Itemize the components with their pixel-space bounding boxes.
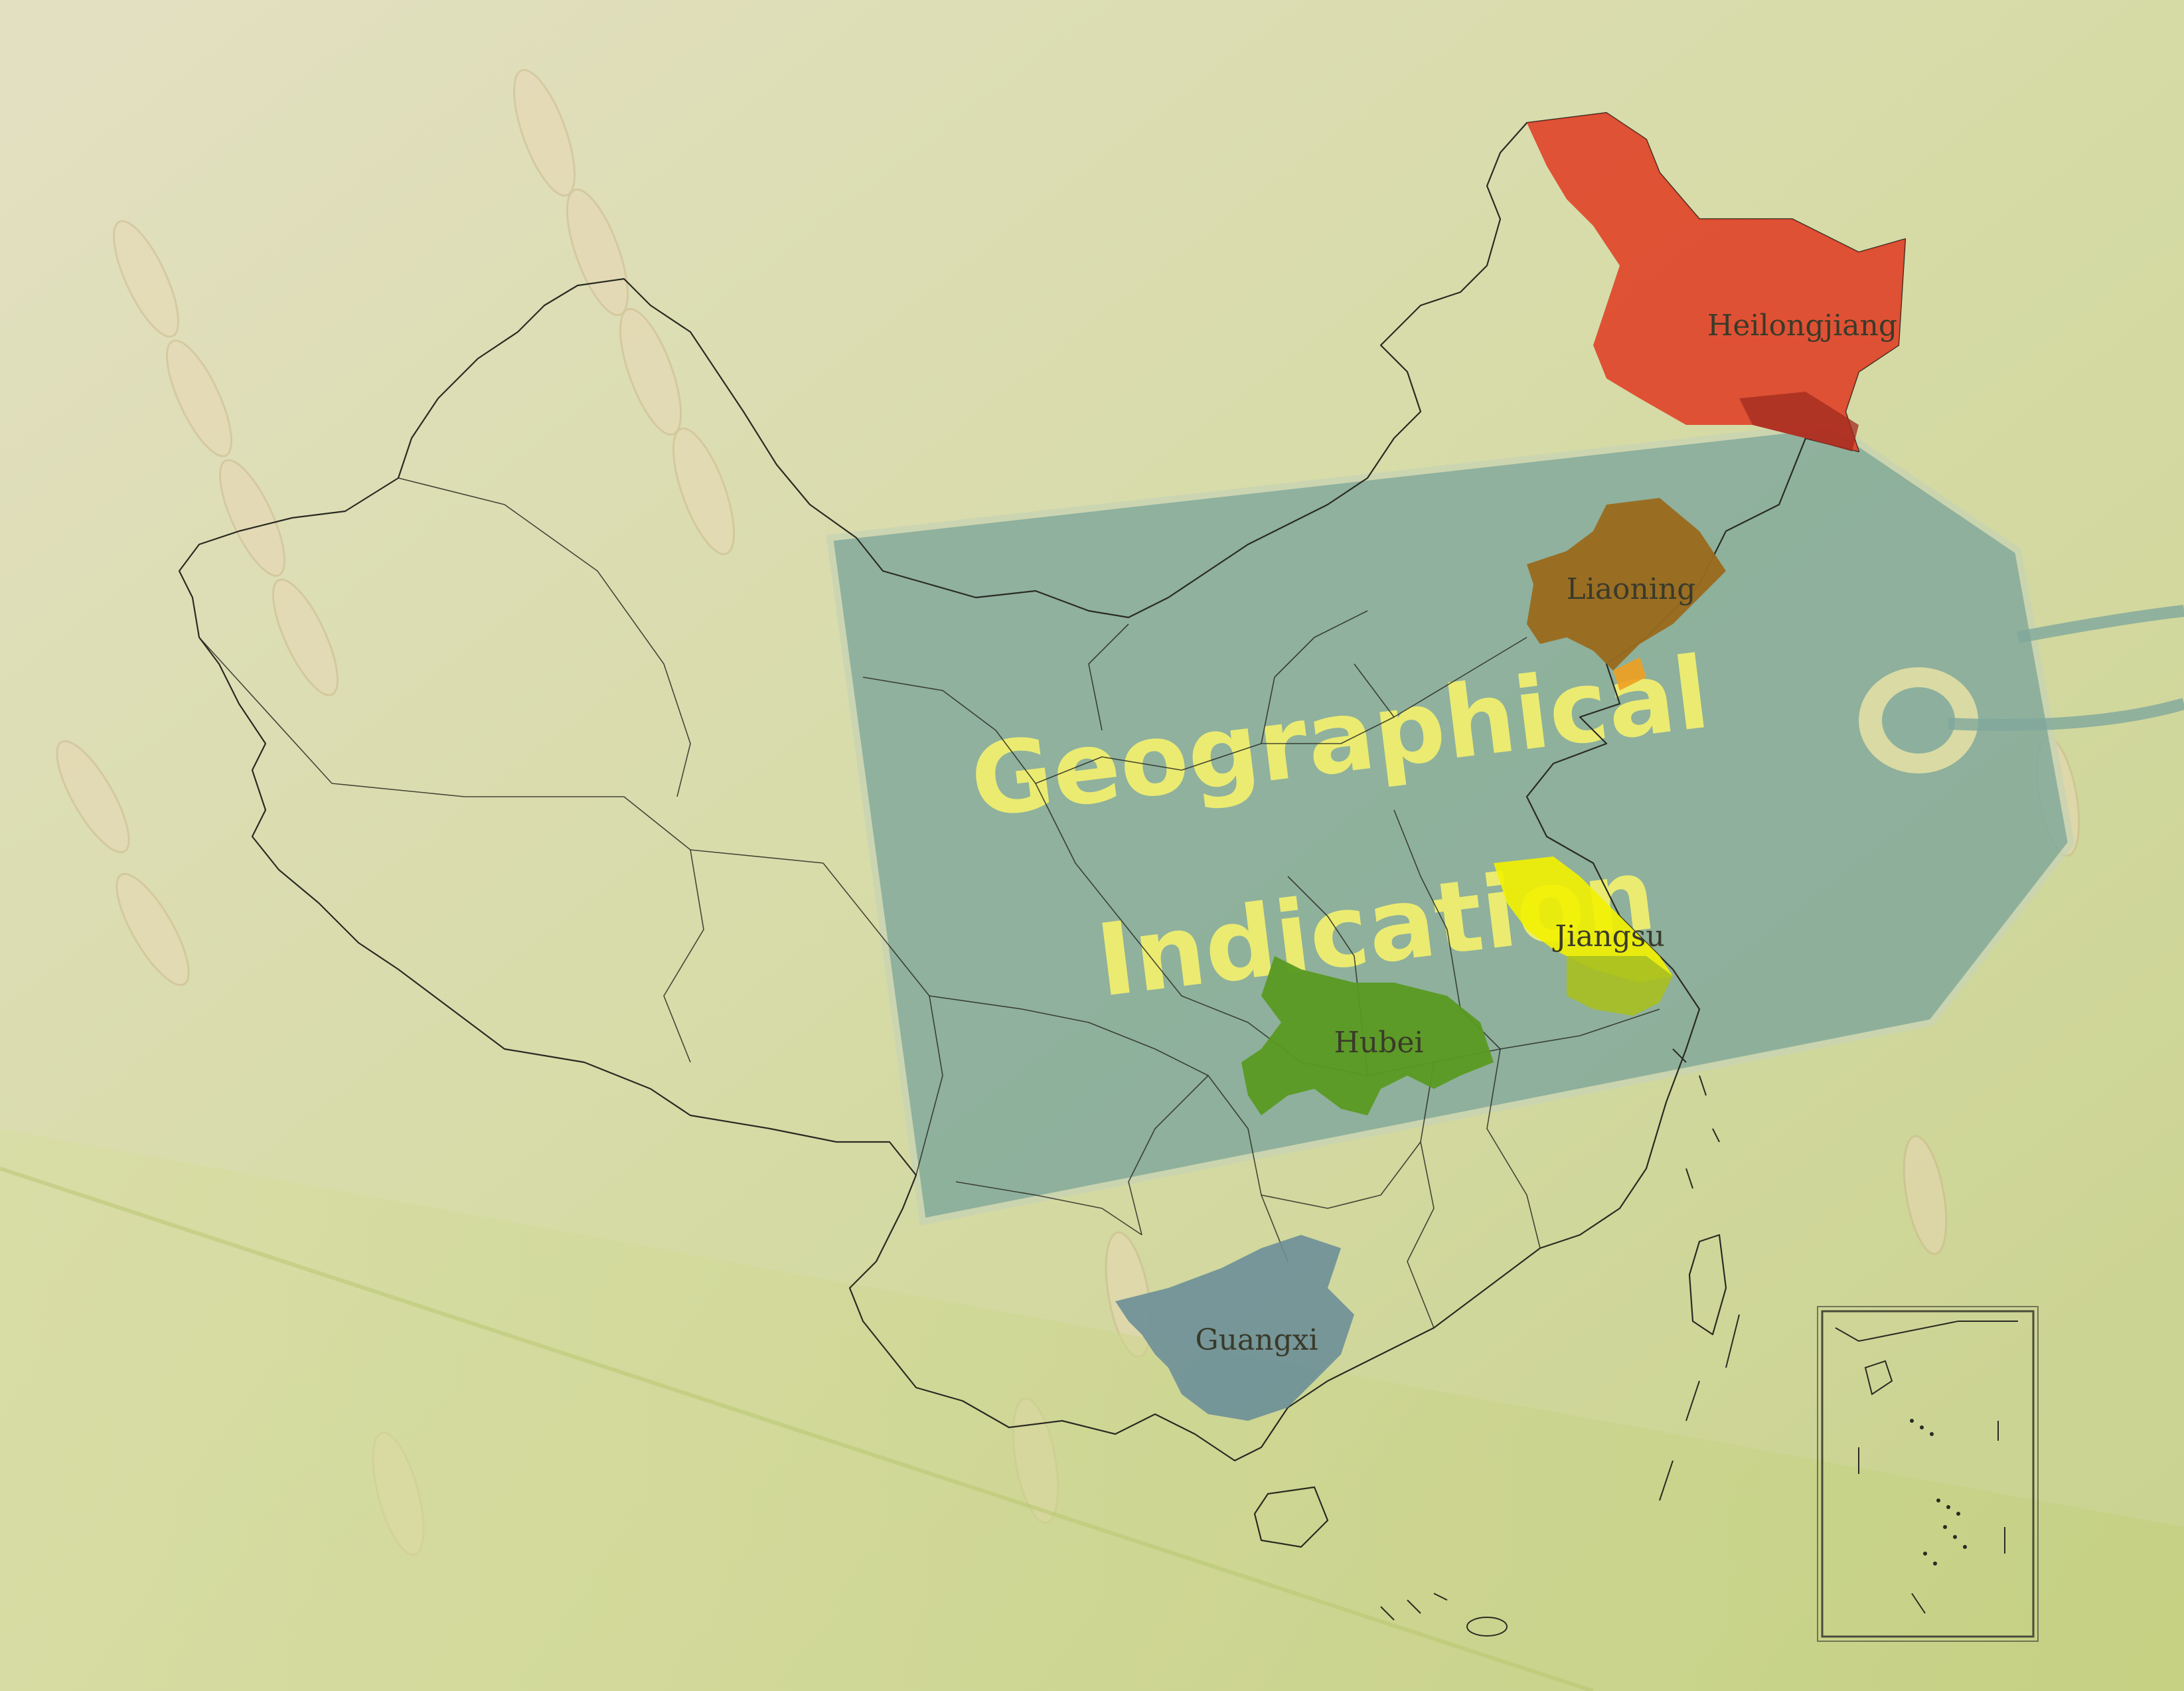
hainan-island (1253, 1486, 1329, 1548)
region-guangxi (1115, 1235, 1354, 1421)
label-hubei: Hubei (1334, 1026, 1424, 1060)
china-outline (178, 112, 1907, 1548)
label-heilongjiang: Heilongjiang (1707, 309, 1897, 343)
region-liaoning (1527, 498, 1726, 671)
label-guangxi: Guangxi (1195, 1323, 1318, 1357)
coastal-islands (1380, 1048, 1740, 1637)
region-heilongjiang-shadow (1739, 392, 1859, 451)
region-jiangsu (1494, 856, 1673, 983)
south-china-sea-inset (1817, 1306, 2039, 1642)
taiwan-island (1688, 1234, 1727, 1336)
region-jiangsu-south (1567, 956, 1673, 1016)
region-liaoning-tip (1613, 657, 1646, 690)
region-heilongjiang (1527, 113, 1905, 451)
label-liaoning: Liaoning (1567, 572, 1696, 606)
region-hubei (1241, 956, 1494, 1115)
label-jiangsu: Jiangsu (1552, 920, 1664, 953)
highlighted-provinces (1115, 113, 1905, 1421)
